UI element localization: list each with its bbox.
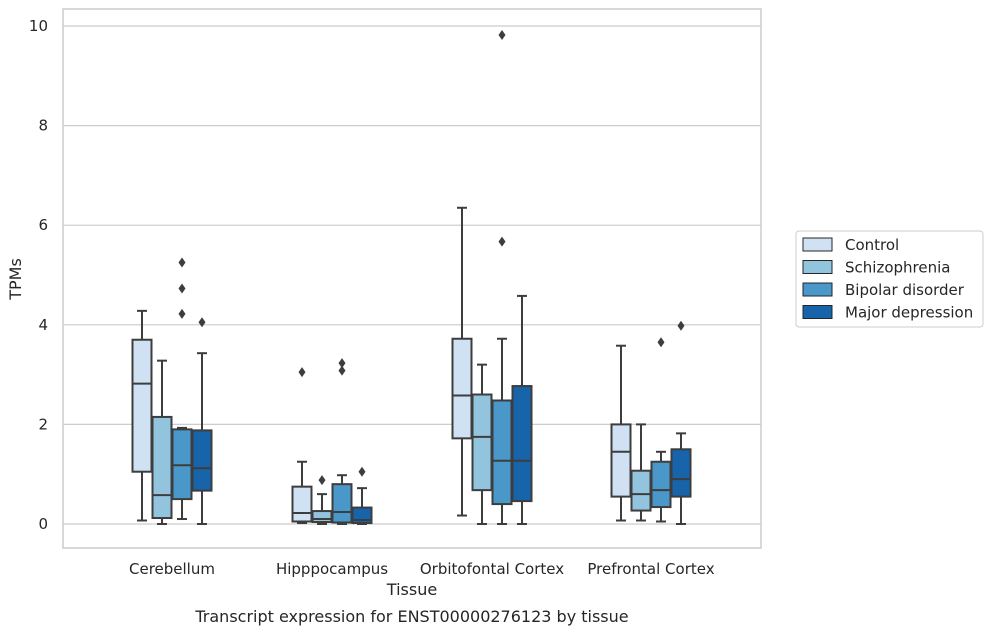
box (491, 399, 513, 506)
outlier-marker (298, 367, 306, 378)
box (291, 485, 313, 523)
box (650, 460, 672, 509)
box-group (131, 309, 153, 522)
box (131, 338, 153, 473)
y-axis-title: TPMs (6, 258, 25, 301)
chart-caption: Transcript expression for ENST0000027612… (194, 607, 628, 626)
outlier-marker (338, 358, 346, 369)
outlier-marker (498, 236, 506, 247)
x-tick-label: Cerebellum (129, 560, 215, 578)
outlier-marker (677, 320, 685, 331)
y-tick-label: 4 (38, 316, 48, 334)
y-tick-label: 8 (38, 117, 48, 135)
y-tick-label: 0 (38, 515, 48, 533)
outlier-marker (657, 337, 665, 348)
outlier-marker (178, 308, 186, 319)
legend-swatch (802, 237, 833, 252)
box (451, 337, 473, 440)
x-tick-labels: Cerebellum Hipppocampus Orbitofontal Corte… (129, 560, 715, 578)
outlier-marker (498, 29, 506, 40)
x-tick-label: Orbitofontal Cortex (420, 560, 564, 578)
box (311, 510, 333, 524)
box (151, 415, 173, 520)
y-tick-label: 2 (38, 415, 48, 433)
legend: Control Schizophrenia Bipolar disorder Majo… (795, 230, 984, 328)
box-group (191, 317, 213, 525)
box (630, 469, 652, 512)
legend-frame (795, 230, 984, 328)
legend-swatch (802, 305, 833, 319)
box-group (610, 344, 632, 522)
legend-label: Bipolar disorder (845, 281, 965, 299)
legend-swatch (802, 282, 833, 297)
x-tick-label: Hipppocampus (276, 560, 388, 578)
outlier-marker (318, 475, 326, 486)
box (670, 448, 692, 498)
y-tick-label: 10 (29, 17, 48, 35)
box-group (511, 294, 533, 525)
outlier-marker (338, 365, 346, 376)
outlier-marker (178, 283, 186, 294)
box-group (331, 358, 353, 525)
box (511, 385, 533, 503)
box-group (670, 320, 692, 525)
legend-swatch (802, 260, 833, 274)
outlier-marker (178, 257, 186, 268)
box (610, 423, 632, 498)
box-groups (131, 29, 692, 525)
box-group (650, 337, 672, 523)
legend-label: Control (845, 236, 899, 254)
box (191, 429, 213, 492)
legend-label: Major depression (845, 304, 973, 322)
outlier-marker (358, 466, 366, 477)
y-tick-labels: 0 2 4 6 8 10 (29, 17, 48, 533)
box (471, 393, 493, 492)
x-tick-label: Prefrontal Cortex (587, 560, 714, 578)
x-axis-title: Tissue (386, 580, 437, 599)
legend-label: Schizophrenia (845, 259, 950, 277)
box (331, 483, 353, 524)
box-group (491, 29, 513, 525)
box-group (291, 367, 313, 525)
box-group (351, 466, 373, 525)
outlier-marker (198, 317, 206, 328)
box-group (311, 475, 333, 525)
y-tick-label: 6 (38, 216, 48, 234)
box-group (451, 206, 473, 517)
